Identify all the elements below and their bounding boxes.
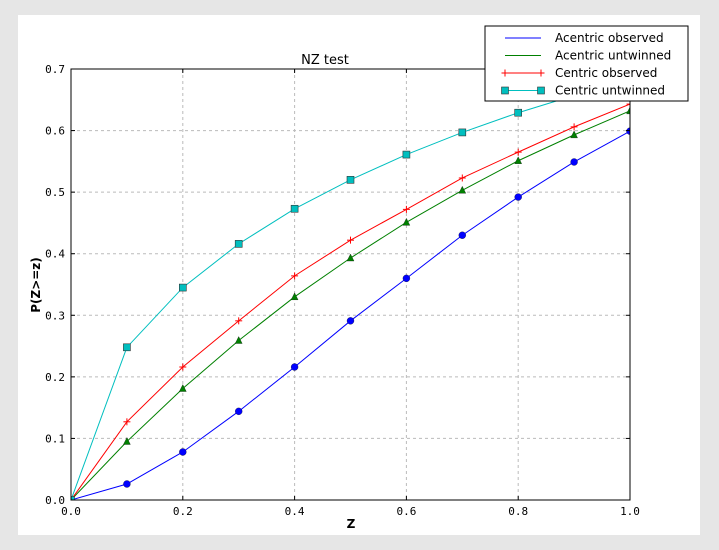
x-axis-label: Z [347, 517, 356, 531]
data-point [458, 174, 466, 182]
y-tick-label: 0.6 [45, 125, 65, 138]
x-tick-label: 0.4 [285, 505, 305, 518]
series-acentric-untwinned [71, 106, 630, 500]
x-tick-label: 0.0 [61, 505, 81, 518]
figure-background [18, 15, 700, 535]
y-tick-label: 0.1 [45, 432, 65, 445]
legend: Acentric observed Acentric untwinned Centr… [484, 25, 689, 102]
legend-entry: Acentric observed [505, 31, 664, 45]
data-point [626, 127, 630, 135]
y-tick-label: 0.4 [45, 248, 65, 261]
data-point [402, 205, 410, 213]
data-point [179, 283, 187, 292]
data-point [514, 108, 523, 117]
data-point [291, 272, 299, 280]
data-point [290, 204, 299, 213]
legend-label: Centric observed [555, 66, 657, 80]
y-tick-label: 0.5 [45, 186, 65, 199]
data-point [570, 158, 578, 166]
x-tick-label: 0.6 [396, 505, 416, 518]
plot-frame [70, 68, 631, 501]
data-point [123, 437, 131, 445]
y-tick-label: 0.0 [45, 494, 65, 507]
series-lines [71, 75, 630, 500]
data-point [179, 384, 187, 392]
legend-marker [537, 69, 545, 77]
legend-entry: Centric observed [501, 66, 657, 80]
legend-entry: Acentric untwinned [505, 49, 671, 63]
legend-label: Acentric untwinned [555, 49, 671, 63]
y-axis-label: P(Z>=z) [29, 257, 43, 313]
axis-ticks: 0.0 0.2 0.4 0.6 0.8 1.0 0.0 0.1 0.2 0.3 0.4 0.5 0.6 0… [45, 63, 640, 518]
data-point [402, 150, 411, 159]
data-point [346, 253, 355, 262]
x-tick-label: 0.8 [508, 505, 528, 518]
data-point [123, 343, 131, 352]
data-point [458, 128, 467, 137]
legend-entry: Centric untwinned [501, 84, 665, 98]
data-point [514, 156, 522, 164]
data-point [346, 317, 355, 325]
data-point [123, 480, 131, 488]
legend-marker [537, 86, 545, 95]
legend-marker [501, 69, 509, 77]
legend-label: Acentric observed [555, 31, 664, 45]
series-centric-observed [71, 100, 630, 500]
data-point [123, 418, 131, 426]
legend-marker [501, 86, 509, 95]
data-point [514, 148, 522, 156]
x-tick-label: 1.0 [620, 505, 640, 518]
series-acentric-observed [71, 127, 630, 500]
data-point [570, 130, 578, 139]
legend-label: Centric untwinned [555, 84, 665, 98]
y-tick-label: 0.7 [45, 63, 65, 76]
data-point [458, 185, 467, 194]
data-point [626, 100, 630, 108]
y-tick-label: 0.3 [45, 309, 65, 322]
data-point [235, 407, 243, 415]
data-point [235, 317, 243, 325]
data-point [402, 217, 411, 226]
data-point [179, 448, 187, 456]
data-point [514, 193, 522, 201]
data-point [290, 292, 299, 300]
data-point [234, 240, 243, 248]
data-point [570, 123, 578, 131]
data-point [179, 363, 187, 371]
data-point [347, 236, 354, 244]
data-point [458, 231, 466, 239]
data-point [346, 176, 355, 184]
data-point [71, 496, 75, 500]
data-point [290, 363, 299, 371]
data-point [402, 274, 411, 282]
y-tick-label: 0.2 [45, 371, 65, 384]
data-point [626, 106, 630, 115]
data-point [234, 336, 243, 344]
chart-title: NZ test [301, 53, 349, 68]
x-tick-label: 0.2 [173, 505, 193, 518]
